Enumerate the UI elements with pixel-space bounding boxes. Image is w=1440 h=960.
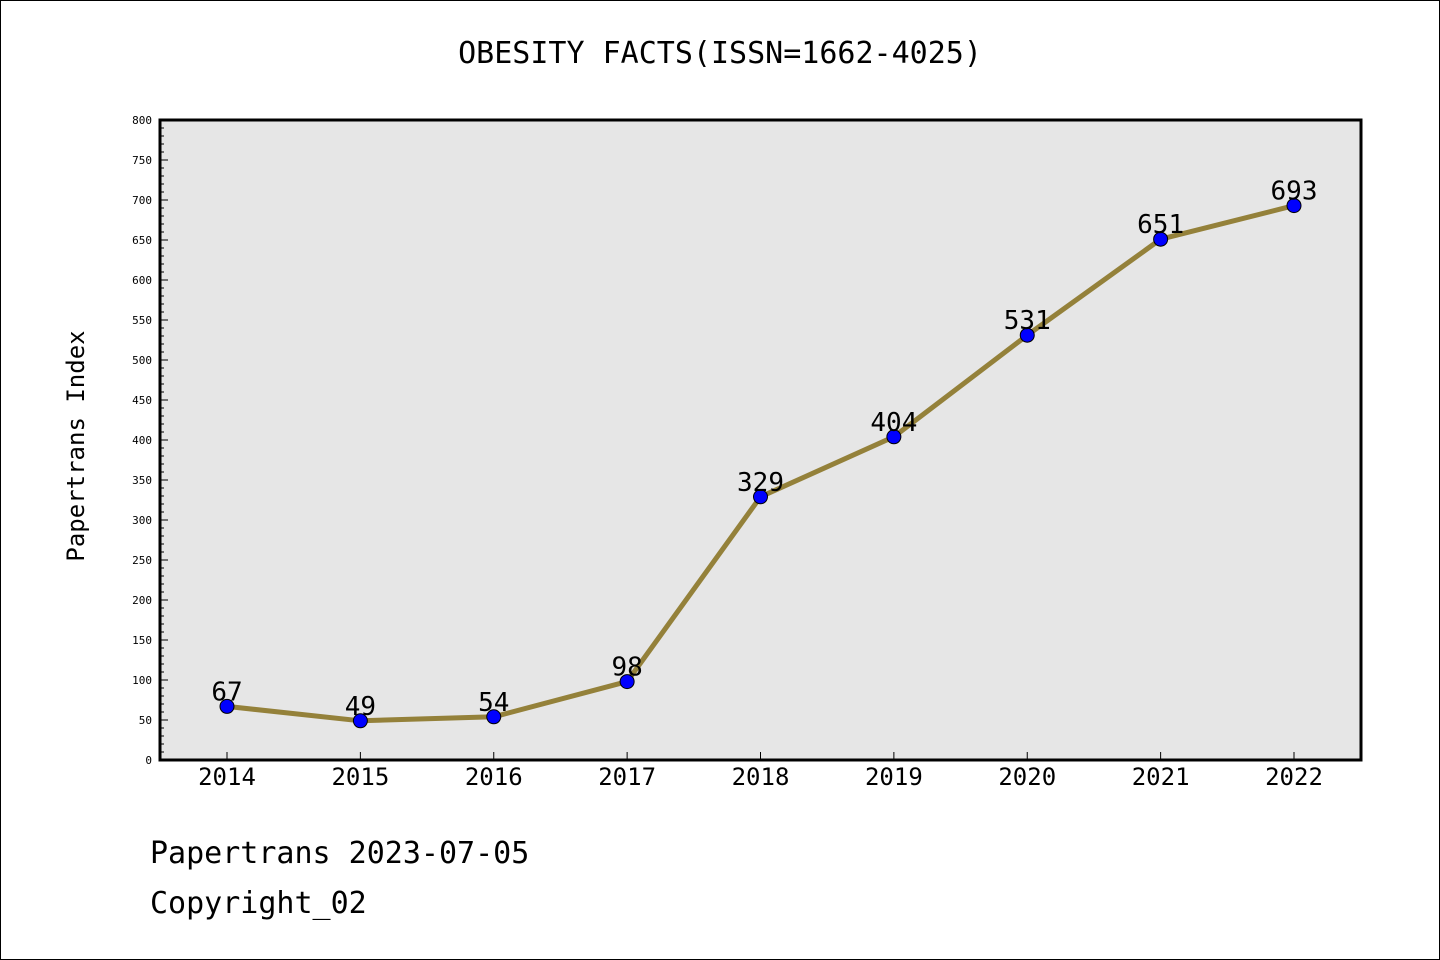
- y-tick-label: 350: [132, 474, 152, 487]
- data-point: [886, 429, 902, 445]
- y-tick-label: 600: [132, 274, 152, 287]
- x-tick-label: 2019: [865, 763, 923, 791]
- data-point: [219, 698, 235, 714]
- data-label: 329: [737, 468, 784, 498]
- x-axis: 2014 2015 2016 2017 2018 2019 2020 2021 2022: [198, 752, 1323, 791]
- y-tick-label: 550: [132, 314, 152, 327]
- y-tick-label: 0: [145, 754, 152, 767]
- x-tick-label: 2020: [998, 763, 1056, 791]
- data-label: 651: [1137, 210, 1184, 240]
- data-point: [352, 713, 368, 729]
- data-point: [619, 674, 635, 690]
- y-tick-label: 750: [132, 154, 152, 167]
- chart-title: OBESITY FACTS(ISSN=1662-4025): [458, 36, 982, 71]
- y-tick-label: 800: [132, 114, 152, 127]
- footer-copyright: Copyright_02: [150, 886, 367, 921]
- data-labels: 67 49 54 98 329 404 531 651 693: [211, 177, 1317, 722]
- y-tick-label: 250: [132, 554, 152, 567]
- x-tick-label: 2018: [732, 763, 790, 791]
- data-point: [486, 709, 502, 725]
- y-tick-label: 200: [132, 594, 152, 607]
- data-label: 531: [1004, 306, 1051, 336]
- y-tick-label: 100: [132, 674, 152, 687]
- data-point: [1153, 231, 1169, 247]
- x-tick-label: 2022: [1265, 763, 1323, 791]
- data-point: [1286, 198, 1302, 214]
- data-point: [1019, 327, 1035, 343]
- data-label: 404: [870, 408, 917, 438]
- y-tick-label: 450: [132, 394, 152, 407]
- x-tick-label: 2016: [465, 763, 523, 791]
- y-tick-label: 300: [132, 514, 152, 527]
- data-label: 54: [478, 688, 509, 718]
- x-tick-label: 2021: [1132, 763, 1190, 791]
- y-axis-label: Papertrans Index: [62, 330, 90, 562]
- y-tick-label: 150: [132, 634, 152, 647]
- data-label: 67: [211, 677, 242, 707]
- y-axis: 0 50 100 150 200 250 300 350 400 450 500 550 600 650 7…: [132, 114, 168, 767]
- y-tick-label: 700: [132, 194, 152, 207]
- x-tick-label: 2014: [198, 763, 256, 791]
- data-label: 693: [1271, 177, 1318, 207]
- y-tick-label: 50: [139, 714, 152, 727]
- data-label: 49: [345, 692, 376, 722]
- y-tick-label: 500: [132, 354, 152, 367]
- footer-date: Papertrans 2023-07-05: [150, 836, 530, 871]
- y-tick-label: 650: [132, 234, 152, 247]
- series-group: [219, 198, 1302, 729]
- data-label: 98: [611, 653, 642, 683]
- plot-area: [158, 118, 1363, 762]
- x-tick-label: 2015: [331, 763, 389, 791]
- y-tick-label: 400: [132, 434, 152, 447]
- data-point: [753, 489, 768, 505]
- x-tick-label: 2017: [598, 763, 656, 791]
